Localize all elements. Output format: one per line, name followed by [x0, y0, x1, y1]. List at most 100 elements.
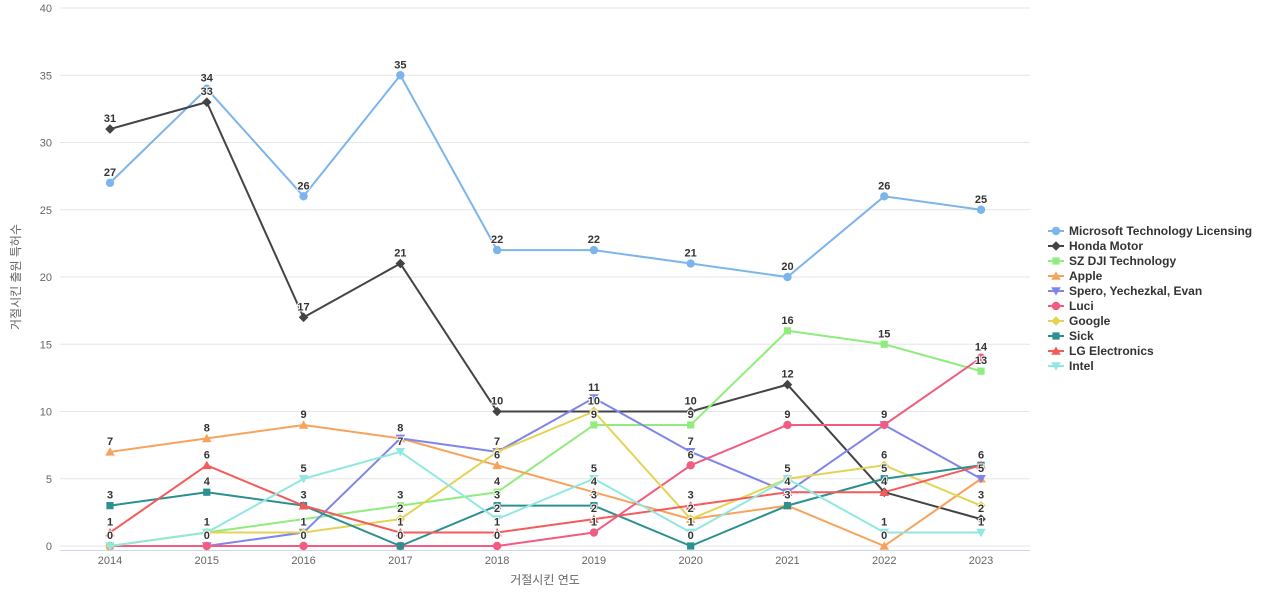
data-point-marker[interactable] — [203, 488, 211, 496]
data-point-marker[interactable] — [201, 433, 212, 443]
legend-item-label[interactable]: Spero, Yechezkal, Evan — [1069, 284, 1202, 298]
legend-item-apple[interactable]: Apple — [1048, 269, 1103, 283]
data-point-marker[interactable] — [590, 502, 598, 510]
data-point-marker[interactable] — [298, 527, 309, 538]
data-point-marker[interactable] — [298, 501, 309, 510]
legend-marker-triangle-down-icon[interactable] — [1051, 287, 1061, 296]
data-point-marker[interactable] — [298, 420, 309, 429]
data-point-marker[interactable] — [396, 502, 404, 510]
data-point-marker[interactable] — [589, 528, 599, 537]
data-point-marker[interactable] — [105, 527, 115, 537]
legend-marker-circle-icon[interactable] — [1051, 301, 1061, 311]
data-point-marker[interactable] — [299, 192, 308, 201]
data-point-marker[interactable] — [976, 514, 986, 524]
data-point-marker[interactable] — [880, 475, 888, 483]
data-point-marker[interactable] — [105, 124, 115, 134]
data-point-marker[interactable] — [105, 178, 115, 188]
data-point-marker[interactable] — [492, 460, 502, 470]
data-point-marker[interactable] — [976, 528, 986, 538]
data-point-marker[interactable] — [589, 474, 599, 484]
data-point-marker[interactable] — [977, 367, 985, 375]
legend-marker-triangle-icon[interactable] — [1051, 346, 1061, 355]
legend-marker-circle-icon[interactable] — [1051, 226, 1061, 236]
data-point-marker[interactable] — [685, 528, 696, 538]
data-point-marker[interactable] — [783, 502, 792, 510]
data-point-marker[interactable] — [492, 515, 502, 524]
data-point-marker[interactable] — [976, 460, 986, 470]
legend-item-label[interactable]: Sick — [1069, 329, 1094, 343]
data-point-marker[interactable] — [879, 541, 890, 550]
data-point-marker[interactable] — [685, 406, 696, 417]
data-point-marker[interactable] — [589, 514, 599, 523]
data-point-marker[interactable] — [783, 272, 792, 282]
legend-marker-diamond-icon[interactable] — [1051, 241, 1061, 251]
data-point-marker[interactable] — [201, 460, 212, 470]
data-point-marker[interactable] — [589, 245, 599, 255]
data-point-marker[interactable] — [298, 474, 309, 484]
legend-marker-triangle-icon[interactable] — [1051, 271, 1061, 280]
data-point-marker[interactable] — [879, 487, 890, 496]
data-point-marker[interactable] — [105, 447, 115, 456]
data-point-marker[interactable] — [687, 542, 695, 550]
legend-marker-square-icon[interactable] — [1052, 332, 1060, 340]
legend-item-google[interactable]: Google — [1048, 314, 1111, 328]
data-point-marker[interactable] — [395, 434, 406, 443]
data-point-marker[interactable] — [492, 527, 502, 537]
data-point-marker[interactable] — [685, 514, 696, 524]
legend-item-label[interactable]: Honda Motor — [1069, 239, 1143, 253]
legend-item-label[interactable]: Microsoft Technology Licensing — [1069, 224, 1252, 238]
data-point-marker[interactable] — [782, 487, 793, 496]
data-point-marker[interactable] — [298, 312, 309, 323]
data-point-marker[interactable] — [396, 542, 404, 550]
legend-marker-triangle-down-icon[interactable] — [1051, 362, 1061, 371]
legend-item-luci[interactable]: Luci — [1048, 299, 1094, 313]
legend-item-label[interactable]: LG Electronics — [1069, 344, 1154, 358]
data-point-marker[interactable] — [202, 541, 211, 551]
legend-item-lg-electronics[interactable]: LG Electronics — [1048, 344, 1154, 358]
data-point-marker[interactable] — [976, 205, 986, 214]
data-point-marker[interactable] — [589, 394, 599, 403]
legend-item-label[interactable]: Luci — [1069, 299, 1094, 313]
data-point-marker[interactable] — [395, 527, 406, 537]
data-point-marker[interactable] — [976, 500, 986, 511]
data-point-marker[interactable] — [299, 541, 308, 551]
data-point-marker[interactable] — [686, 259, 695, 268]
legend-item-label[interactable]: Google — [1069, 314, 1111, 328]
data-point-marker[interactable] — [395, 258, 406, 269]
data-point-marker[interactable] — [783, 420, 792, 430]
legend-marker-diamond-icon[interactable] — [1051, 316, 1061, 326]
data-point-marker[interactable] — [396, 71, 405, 80]
data-point-marker[interactable] — [687, 421, 695, 429]
data-point-marker[interactable] — [395, 448, 406, 457]
data-point-marker[interactable] — [783, 327, 792, 335]
data-point-marker[interactable] — [201, 97, 212, 107]
data-point-marker[interactable] — [201, 528, 212, 538]
data-point-marker[interactable] — [492, 406, 502, 417]
data-point-marker[interactable] — [492, 541, 502, 551]
data-point-marker[interactable] — [685, 448, 696, 457]
legend-item-spero-yechezkal-evan[interactable]: Spero, Yechezkal, Evan — [1048, 284, 1202, 298]
data-point-marker[interactable] — [202, 84, 211, 93]
data-point-marker[interactable] — [879, 528, 890, 538]
data-point-marker[interactable] — [686, 461, 695, 470]
legend-item-intel[interactable]: Intel — [1048, 359, 1094, 373]
data-point-marker[interactable] — [590, 421, 598, 429]
data-point-marker[interactable] — [395, 514, 406, 524]
data-point-marker[interactable] — [880, 340, 888, 348]
data-point-marker[interactable] — [782, 474, 793, 484]
data-point-marker[interactable] — [492, 245, 502, 255]
data-point-marker[interactable] — [880, 420, 889, 430]
data-point-marker[interactable] — [106, 502, 114, 510]
data-point-marker[interactable] — [976, 353, 986, 362]
data-point-marker[interactable] — [492, 447, 502, 457]
data-point-marker[interactable] — [880, 192, 889, 201]
legend-marker-square-icon[interactable] — [1052, 257, 1060, 265]
legend-item-honda-motor[interactable]: Honda Motor — [1048, 239, 1143, 253]
legend-item-label[interactable]: Intel — [1069, 359, 1094, 373]
legend-item-sick[interactable]: Sick — [1048, 329, 1094, 343]
legend-item-sz-dji-technology[interactable]: SZ DJI Technology — [1048, 254, 1176, 268]
data-point-marker[interactable] — [493, 502, 501, 510]
data-point-marker[interactable] — [879, 460, 890, 471]
legend-item-label[interactable]: Apple — [1069, 269, 1103, 283]
data-point-marker[interactable] — [105, 542, 115, 551]
